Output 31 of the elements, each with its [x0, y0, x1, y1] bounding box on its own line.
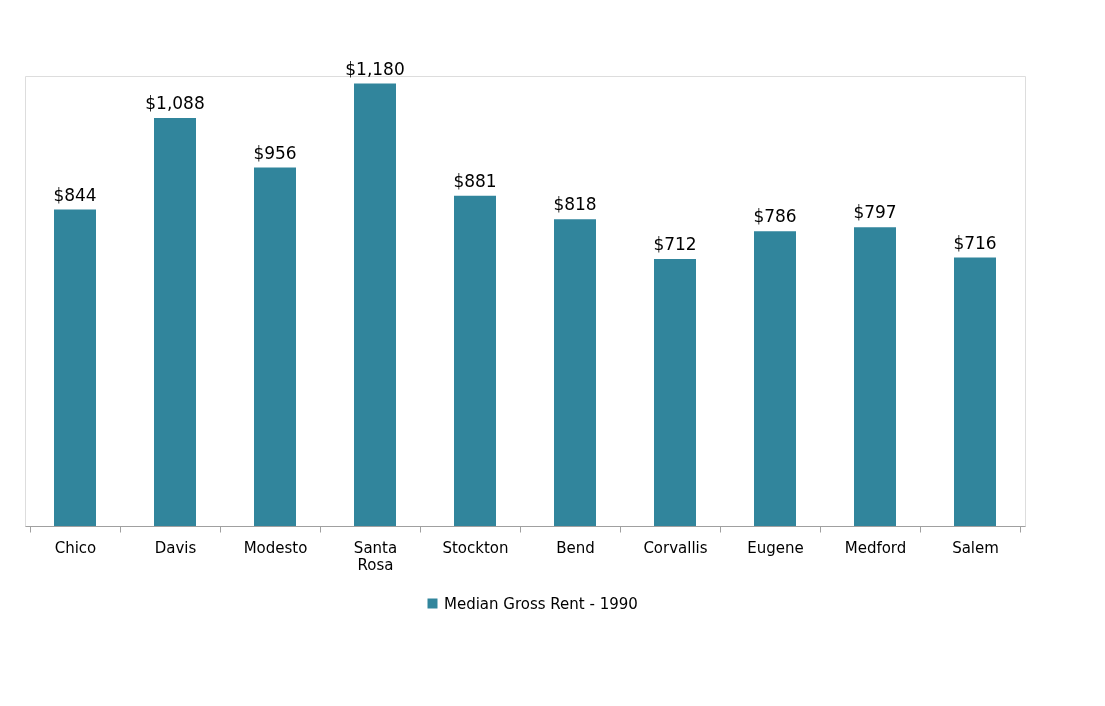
- data-label: $786: [753, 206, 797, 227]
- legend-label: Median Gross Rent - 1990: [444, 594, 638, 613]
- data-label: $818: [553, 194, 597, 215]
- bar: [554, 219, 596, 526]
- x-tick-label: Chico: [54, 538, 97, 557]
- x-tick-label: Davis: [154, 538, 197, 557]
- data-label: $797: [853, 202, 897, 223]
- x-tick-label: Stockton: [442, 538, 509, 557]
- bar: [354, 83, 396, 526]
- bar: [54, 209, 96, 526]
- bar: [454, 195, 496, 526]
- data-label: $881: [453, 170, 497, 191]
- data-label: $956: [253, 142, 297, 163]
- x-tick-label: Corvallis: [643, 538, 708, 557]
- x-tick-label: Medford: [844, 538, 907, 557]
- bar: [754, 231, 796, 526]
- x-tick-label: Eugene: [747, 538, 804, 557]
- data-label: $716: [953, 232, 997, 253]
- bar: [954, 257, 996, 526]
- x-tick-label: Salem: [952, 538, 999, 557]
- x-tick-label: Santa Rosa: [353, 538, 398, 574]
- data-label: $1,180: [345, 58, 405, 79]
- data-label: $844: [53, 184, 97, 205]
- data-label: $1,088: [145, 93, 205, 113]
- x-tick-label: Bend: [556, 538, 595, 557]
- bar: [154, 118, 196, 526]
- bar: [254, 167, 296, 526]
- bar: [854, 227, 896, 526]
- bar: [654, 259, 696, 526]
- x-tick-label: Modesto: [243, 538, 308, 557]
- data-label: $712: [653, 234, 697, 254]
